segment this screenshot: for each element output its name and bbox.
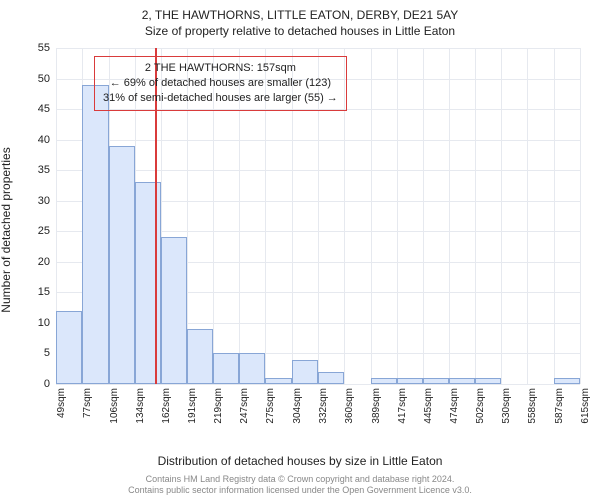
x-axis-label: Distribution of detached houses by size … xyxy=(0,454,600,468)
xtick-label: 304sqm xyxy=(292,388,303,424)
xtick-label: 77sqm xyxy=(82,388,93,418)
ytick-label: 30 xyxy=(38,195,50,207)
histogram-bar xyxy=(82,85,109,384)
gridline-v xyxy=(580,48,581,384)
ytick-label: 35 xyxy=(38,164,50,176)
annotation-line2: ← 69% of detached houses are smaller (12… xyxy=(103,76,338,91)
footer-line2: Contains public sector information licen… xyxy=(0,485,600,496)
gridline-v xyxy=(397,48,398,384)
xtick-label: 530sqm xyxy=(501,388,512,424)
xtick-label: 191sqm xyxy=(187,388,198,424)
ytick-label: 45 xyxy=(38,103,50,115)
gridline-v xyxy=(423,48,424,384)
histogram-bar xyxy=(423,378,450,384)
histogram-bar xyxy=(213,353,239,384)
xtick-label: 389sqm xyxy=(371,388,382,424)
histogram-bar xyxy=(239,353,265,384)
xtick-label: 106sqm xyxy=(109,388,120,424)
xtick-label: 558sqm xyxy=(527,388,538,424)
ytick-label: 10 xyxy=(38,317,50,329)
marker-annotation: 2 THE HAWTHORNS: 157sqm← 69% of detached… xyxy=(94,56,347,111)
chart-title-address: 2, THE HAWTHORNS, LITTLE EATON, DERBY, D… xyxy=(0,8,600,22)
ytick-label: 0 xyxy=(44,378,50,390)
histogram-bar xyxy=(265,378,292,384)
ytick-label: 50 xyxy=(38,73,50,85)
ytick-label: 55 xyxy=(38,42,50,54)
histogram-bar xyxy=(161,237,188,384)
annotation-line1: 2 THE HAWTHORNS: 157sqm xyxy=(103,61,338,76)
histogram-bar xyxy=(475,378,501,384)
xtick-label: 587sqm xyxy=(554,388,565,424)
xtick-label: 49sqm xyxy=(56,388,67,418)
xtick-label: 502sqm xyxy=(475,388,486,424)
xtick-label: 162sqm xyxy=(161,388,172,424)
gridline-v xyxy=(371,48,372,384)
chart-container: 2, THE HAWTHORNS, LITTLE EATON, DERBY, D… xyxy=(0,0,600,500)
xtick-label: 360sqm xyxy=(344,388,355,424)
histogram-bar xyxy=(318,372,344,384)
gridline-v xyxy=(527,48,528,384)
gridline-h xyxy=(56,384,580,385)
histogram-bar xyxy=(292,360,318,384)
histogram-bar xyxy=(56,311,82,384)
xtick-label: 219sqm xyxy=(213,388,224,424)
xtick-label: 417sqm xyxy=(397,388,408,424)
xtick-label: 474sqm xyxy=(449,388,460,424)
ytick-label: 40 xyxy=(38,134,50,146)
gridline-v xyxy=(449,48,450,384)
ytick-label: 20 xyxy=(38,256,50,268)
xtick-label: 445sqm xyxy=(423,388,434,424)
footer-line1: Contains HM Land Registry data © Crown c… xyxy=(0,474,600,485)
ytick-label: 25 xyxy=(38,225,50,237)
xtick-label: 134sqm xyxy=(135,388,146,424)
xtick-label: 615sqm xyxy=(580,388,591,424)
gridline-v xyxy=(501,48,502,384)
histogram-bar xyxy=(397,378,423,384)
annotation-line3: 31% of semi-detached houses are larger (… xyxy=(103,91,338,106)
gridline-v xyxy=(475,48,476,384)
y-axis-label: Number of detached properties xyxy=(0,65,13,230)
xtick-label: 332sqm xyxy=(318,388,329,424)
chart-titles: 2, THE HAWTHORNS, LITTLE EATON, DERBY, D… xyxy=(0,8,600,38)
histogram-bar xyxy=(109,146,135,384)
plot-area: 051015202530354045505549sqm77sqm106sqm13… xyxy=(56,48,580,384)
histogram-bar xyxy=(187,329,213,384)
histogram-bar xyxy=(371,378,397,384)
xtick-label: 275sqm xyxy=(265,388,276,424)
footer-attribution: Contains HM Land Registry data © Crown c… xyxy=(0,474,600,497)
histogram-bar xyxy=(554,378,580,384)
histogram-bar xyxy=(449,378,475,384)
gridline-v xyxy=(554,48,555,384)
ytick-label: 5 xyxy=(44,347,50,359)
xtick-label: 247sqm xyxy=(239,388,250,424)
chart-title-description: Size of property relative to detached ho… xyxy=(0,24,600,38)
ytick-label: 15 xyxy=(38,286,50,298)
